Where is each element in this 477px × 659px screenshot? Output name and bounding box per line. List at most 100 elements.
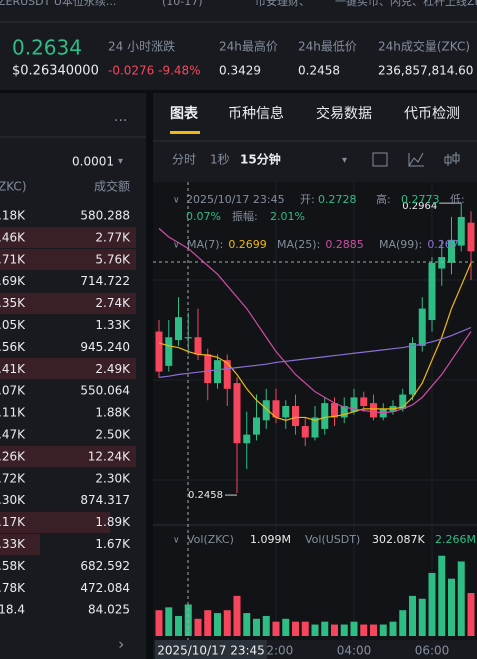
header-left: ZKC) [0, 180, 27, 194]
candles [155, 203, 475, 494]
volume-bar [233, 595, 241, 636]
vol-label: Vol(ZKC) [187, 533, 234, 546]
volume-bar [301, 621, 309, 636]
last-price: 0.2634 [12, 36, 82, 60]
row-amount: .07K [0, 384, 26, 398]
depth-bar [0, 249, 136, 270]
more[interactable]: ... [114, 109, 127, 125]
row-total: 1.67K [95, 537, 131, 551]
stat-value: 236,857,814.60 [378, 64, 473, 78]
volume-bar [321, 621, 329, 636]
candle-body [223, 360, 231, 389]
row-total: 1.89K [95, 515, 131, 529]
row-total: 2.77K [95, 230, 131, 244]
volume-bar [350, 621, 358, 636]
volume-bar [311, 624, 319, 636]
tab[interactable]: 图表 [170, 105, 199, 122]
interval[interactable]: 1秒 [210, 153, 230, 167]
icon[interactable] [372, 152, 388, 167]
candle-body [448, 239, 455, 263]
volume-bar [379, 624, 387, 636]
ma-value: 0.267 [427, 238, 459, 251]
tab[interactable]: 交易数据 [316, 105, 372, 122]
next[interactable]: › [118, 635, 124, 654]
row-amount: .18K [0, 209, 26, 223]
row-amount: .05K [0, 318, 26, 332]
toolbar-icons[interactable] [372, 152, 460, 167]
row-amount: .71K [0, 252, 26, 266]
volume-bar [155, 610, 163, 636]
candle-body [428, 262, 436, 321]
candle-body [204, 354, 212, 384]
row-total: 5.76K [95, 252, 131, 266]
volume-bar [282, 618, 290, 636]
volume-bar [204, 610, 212, 636]
depth-bar [0, 293, 136, 314]
volume-bar [418, 598, 426, 636]
collapse[interactable]: ∨ [173, 241, 180, 251]
volume-bar [438, 555, 446, 636]
candle-body [184, 337, 192, 339]
open-label: 开: [300, 193, 315, 206]
row-amount: .41K [0, 362, 26, 376]
interval[interactable]: 15分钟 [240, 152, 281, 167]
candle-body [292, 405, 299, 427]
candle-body [282, 405, 290, 418]
header-bg [0, 0, 477, 90]
x-tick-label: 02:00 [259, 644, 294, 658]
row-amount: .11K [0, 406, 26, 420]
volume-bar [262, 615, 270, 636]
candle-body [321, 403, 329, 429]
row-amount: .46K [0, 230, 26, 244]
crosshair-label: 2025/10/17 23:45 [157, 644, 265, 658]
candle-body [301, 426, 309, 438]
interval[interactable]: 分时 [172, 153, 196, 167]
collapse[interactable]: ∨ [173, 196, 180, 206]
candle-body [311, 417, 319, 438]
ma-name: MA(7): [187, 238, 223, 251]
volume-bar [214, 613, 221, 636]
header-right: 成交额 [94, 179, 130, 194]
amplitude: 2.01% [270, 210, 305, 223]
max-label: 0.2964 [402, 201, 437, 212]
candle-body [399, 394, 407, 409]
open: 0.2728 [318, 193, 357, 206]
ohlc-info: ∨ 2025/10/17 23:45 开: 0.2728 高: 0.2773 低… [173, 192, 465, 223]
tab[interactable]: 代币检测 [404, 106, 460, 122]
stat-label: 24h成交量(ZKC) [378, 39, 470, 54]
precision[interactable]: 0.0001 [72, 155, 114, 169]
volume-bar [340, 624, 348, 636]
icon[interactable] [444, 152, 460, 166]
row-total: 945.240 [80, 340, 130, 354]
candle-body [340, 405, 348, 418]
volume-bar [331, 624, 338, 636]
ma-line [158, 326, 472, 378]
row-amount: .17K [0, 515, 26, 529]
row-total: 2.49K [95, 362, 131, 376]
icon[interactable] [408, 152, 424, 167]
volume-bar [389, 621, 397, 636]
volume [155, 555, 475, 636]
candle-body [438, 257, 446, 269]
stat-label: 24h最低价 [298, 40, 357, 54]
min-label: 0.2458 [188, 490, 223, 501]
row-amount: 18.4 [0, 603, 25, 617]
crosshair-label-bg [155, 640, 267, 659]
stat-value: 0.2458 [298, 64, 340, 78]
volume-bar [428, 572, 436, 636]
row-amount: .69K [0, 274, 26, 288]
row-amount: .56K [0, 340, 26, 354]
candle-body [272, 400, 280, 418]
caret: ▾ [118, 156, 123, 167]
change: 0.07% [186, 210, 221, 223]
row-amount: .30K [0, 493, 26, 507]
tab[interactable]: 币种信息 [228, 105, 284, 122]
row-total: 580.288 [80, 209, 130, 223]
volume-bar [399, 610, 407, 636]
row-amount: .58K [0, 559, 26, 573]
amplitude-label: 振幅: [232, 209, 258, 223]
collapse[interactable]: ∨ [173, 536, 180, 546]
volume-bar [194, 618, 202, 636]
depth-bar [0, 446, 136, 467]
